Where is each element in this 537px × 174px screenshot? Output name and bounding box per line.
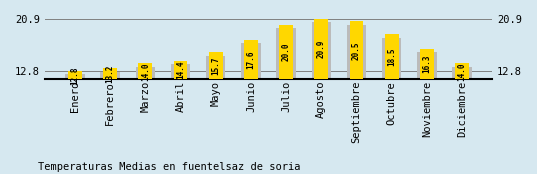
Text: 16.3: 16.3 bbox=[423, 55, 431, 73]
Bar bbox=[420, 49, 434, 80]
Bar bbox=[347, 25, 366, 80]
Bar bbox=[455, 63, 469, 80]
Bar bbox=[139, 63, 153, 80]
Text: Temperaturas Medias en fuentelsaz de soria: Temperaturas Medias en fuentelsaz de sor… bbox=[38, 162, 300, 172]
Text: 13.2: 13.2 bbox=[106, 65, 114, 83]
Bar bbox=[68, 71, 82, 80]
Bar bbox=[65, 74, 84, 80]
Text: 20.9: 20.9 bbox=[317, 40, 326, 58]
Bar bbox=[279, 25, 293, 80]
Bar bbox=[103, 69, 117, 80]
Bar bbox=[244, 40, 258, 80]
Bar bbox=[350, 21, 364, 80]
Bar bbox=[173, 61, 187, 80]
Bar bbox=[136, 67, 155, 80]
Bar bbox=[171, 64, 190, 80]
Bar bbox=[311, 22, 331, 80]
Bar bbox=[206, 56, 226, 80]
Bar bbox=[209, 52, 223, 80]
Text: 14.0: 14.0 bbox=[458, 62, 467, 81]
Text: 14.0: 14.0 bbox=[141, 62, 150, 81]
Text: 12.8: 12.8 bbox=[70, 66, 79, 85]
Bar bbox=[314, 19, 328, 80]
Bar bbox=[277, 28, 296, 80]
Bar bbox=[384, 34, 398, 80]
Bar bbox=[417, 52, 437, 80]
Text: 20.0: 20.0 bbox=[281, 43, 291, 61]
Bar bbox=[100, 72, 120, 80]
Text: 15.7: 15.7 bbox=[211, 57, 220, 75]
Text: 20.5: 20.5 bbox=[352, 41, 361, 60]
Text: 17.6: 17.6 bbox=[246, 50, 256, 69]
Text: 18.5: 18.5 bbox=[387, 48, 396, 66]
Text: 14.4: 14.4 bbox=[176, 61, 185, 79]
Bar bbox=[453, 67, 472, 80]
Bar bbox=[382, 38, 401, 80]
Bar bbox=[241, 43, 260, 80]
